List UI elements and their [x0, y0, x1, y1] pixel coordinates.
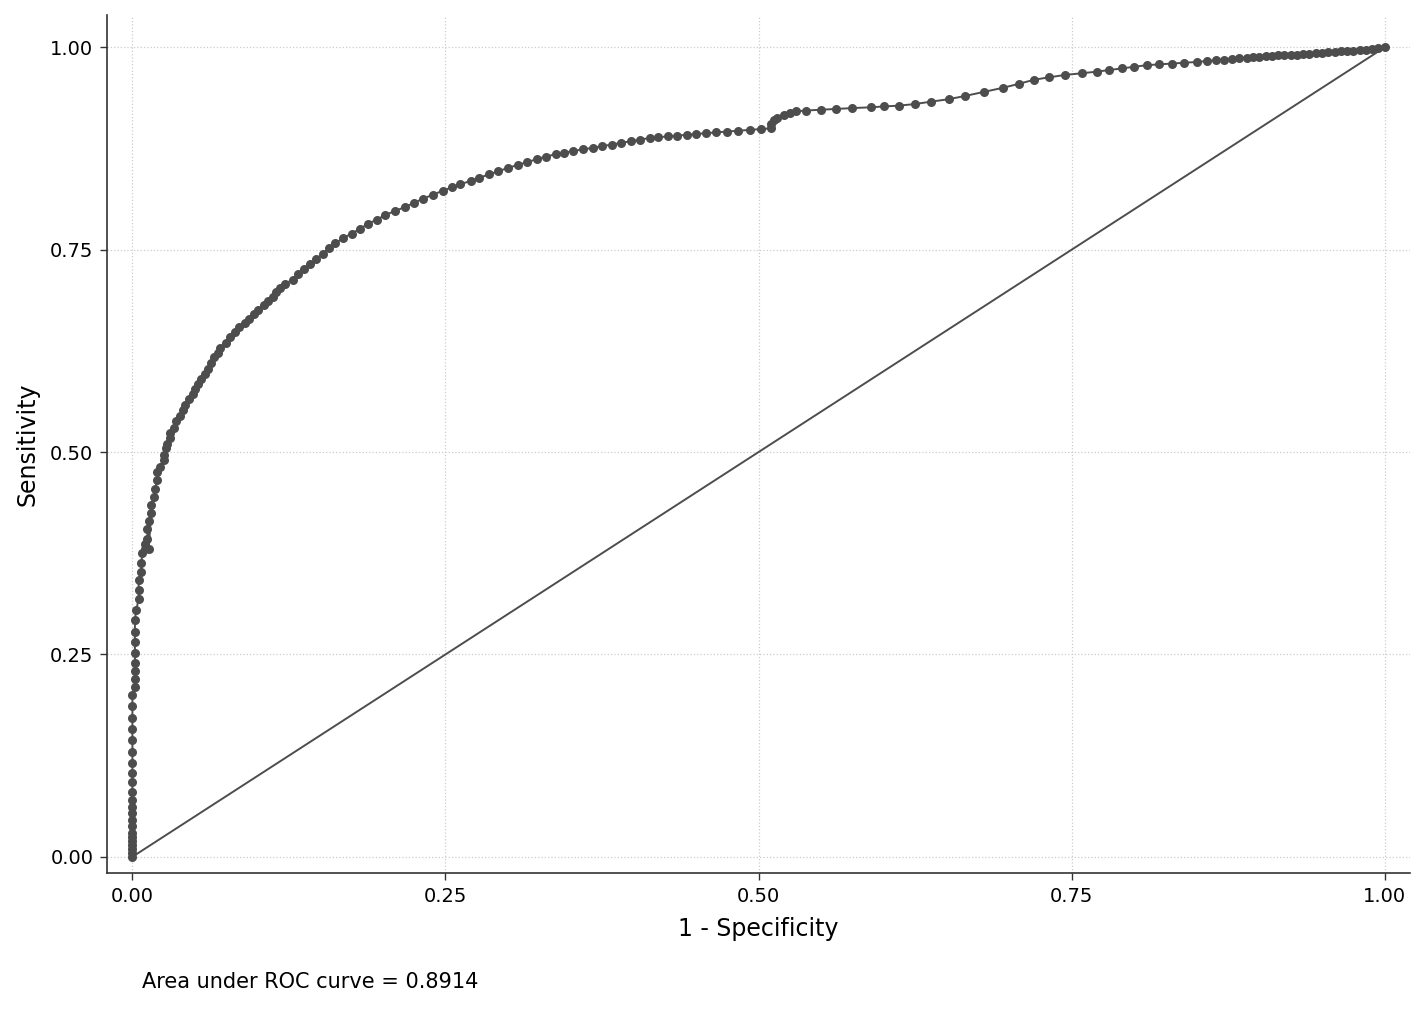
Text: Area under ROC curve = 0.8914: Area under ROC curve = 0.8914: [142, 971, 479, 992]
Y-axis label: Sensitivity: Sensitivity: [16, 382, 38, 505]
X-axis label: 1 - Specificity: 1 - Specificity: [678, 917, 839, 941]
